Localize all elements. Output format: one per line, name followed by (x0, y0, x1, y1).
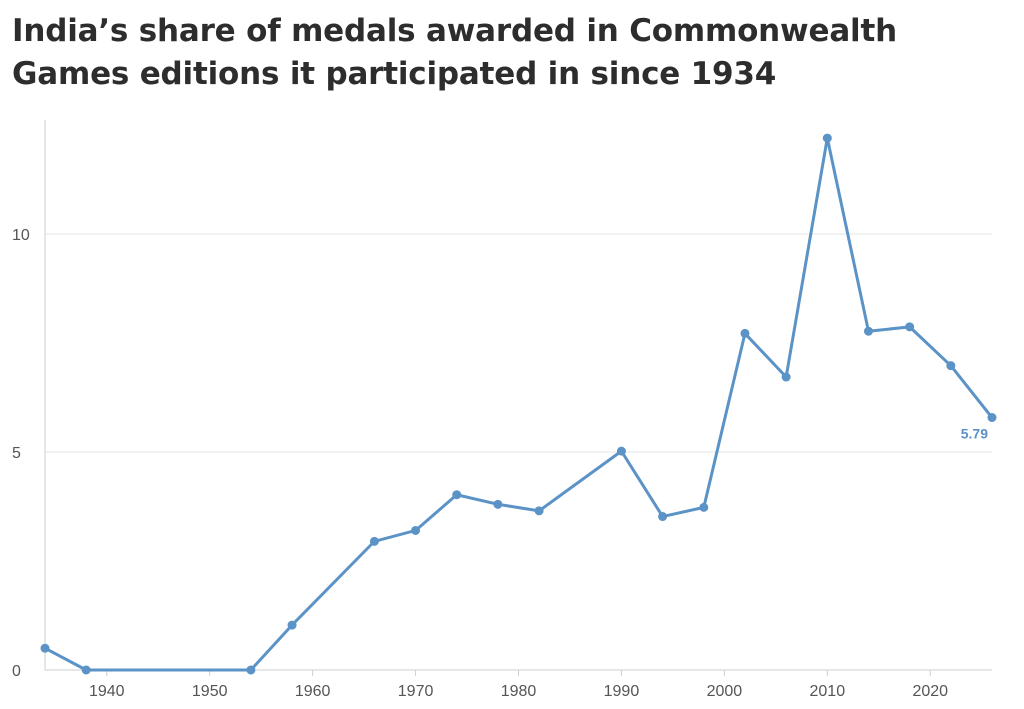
data-point-2006 (781, 372, 791, 382)
data-point-2022 (946, 361, 956, 371)
x-tick-label-1950: 1950 (192, 683, 228, 700)
x-tick-label-2010: 2010 (810, 683, 846, 700)
x-tick-label-2000: 2000 (707, 683, 743, 700)
data-point-1974 (452, 490, 462, 500)
data-point-1998 (699, 502, 709, 512)
data-point-1934 (40, 643, 50, 653)
x-tick-label-1940: 1940 (89, 683, 125, 700)
data-point-1958 (287, 620, 297, 630)
data-point-2026 (987, 413, 997, 423)
data-point-1990 (616, 446, 626, 456)
series-line (43, 136, 994, 672)
data-labels: 5.79 (961, 426, 988, 442)
data-point-1966 (369, 536, 379, 546)
axes (44, 120, 992, 676)
x-tick-label-1990: 1990 (604, 683, 640, 700)
data-point-2002 (740, 328, 750, 338)
y-tick-label-10: 10 (12, 227, 30, 244)
data-point-1978 (493, 499, 503, 509)
series-line-0 (43, 136, 994, 672)
y-tick-label-5: 5 (12, 445, 21, 462)
data-point-2014 (863, 326, 873, 336)
data-point-1982 (534, 506, 544, 516)
data-point-1994 (658, 512, 668, 522)
data-point-1970 (411, 525, 421, 535)
data-point-2018 (905, 322, 915, 332)
data-point-1938 (81, 665, 91, 675)
chart-title: India’s share of medals awarded in Commo… (12, 13, 897, 92)
end-value-label: 5.79 (961, 426, 988, 442)
x-tick-label-1960: 1960 (295, 683, 331, 700)
x-tick-label-1980: 1980 (501, 683, 537, 700)
y-tick-label-0: 0 (12, 663, 21, 680)
data-point-1954 (246, 665, 256, 675)
y-tick-labels: 0 5 10 (12, 227, 30, 680)
x-tick-label-1970: 1970 (398, 683, 434, 700)
x-tick-labels: 1940 1950 1960 1970 1980 1990 2000 2010 2020 (89, 683, 948, 700)
gridlines (45, 233, 992, 453)
x-tick-label-2020: 2020 (912, 683, 948, 700)
data-point-2010 (822, 133, 832, 143)
series-points (40, 133, 997, 675)
